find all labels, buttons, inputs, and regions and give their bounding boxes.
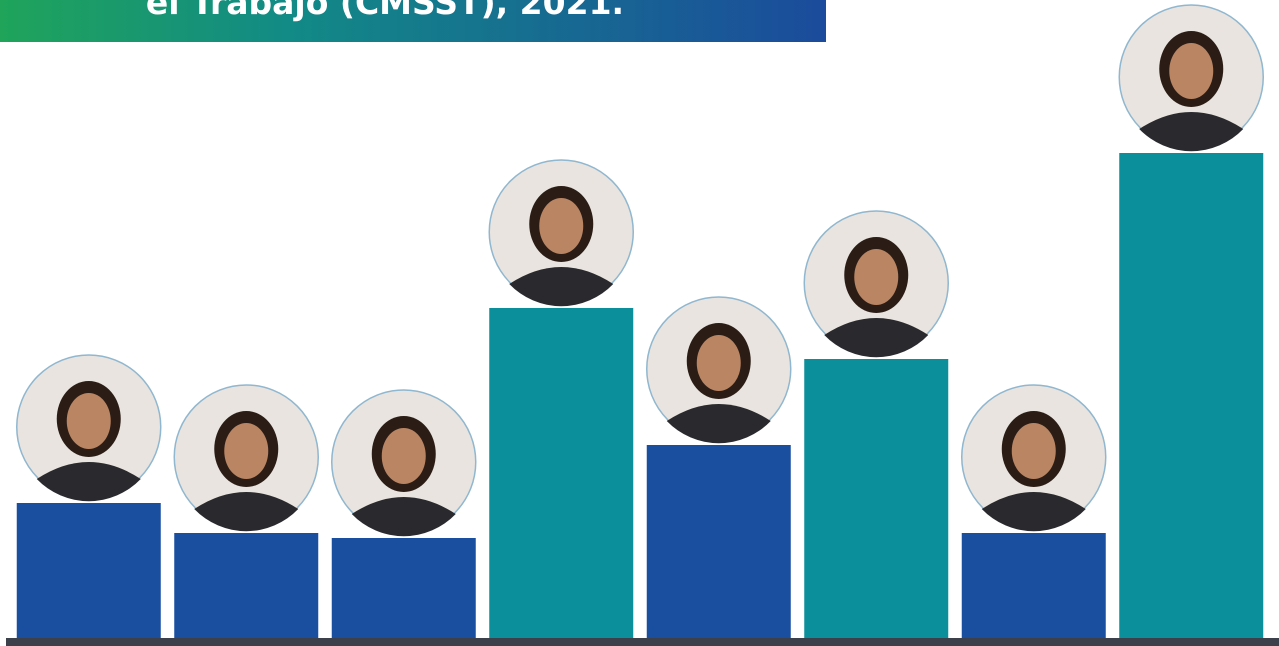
page: el Trabajo (CMSST), 2021. (() => { const… <box>0 0 1279 646</box>
photo <box>647 297 791 443</box>
bar <box>174 533 318 638</box>
bar <box>647 445 791 638</box>
bar <box>17 503 161 638</box>
photo <box>1119 5 1263 151</box>
bar <box>489 308 633 638</box>
photo-face <box>539 198 583 254</box>
photo <box>174 385 318 531</box>
bar <box>804 359 948 638</box>
chart: el Trabajo (CMSST), 2021. <box>0 0 1279 646</box>
bar <box>1119 153 1263 638</box>
bar <box>332 538 476 638</box>
photo <box>804 211 948 357</box>
photo <box>489 160 633 306</box>
photo-face <box>382 428 426 484</box>
photo <box>17 355 161 501</box>
bar <box>962 533 1106 638</box>
chart-title: el Trabajo (CMSST), 2021. <box>146 0 624 22</box>
photo-face <box>1169 43 1213 99</box>
photo-face <box>224 423 268 479</box>
photo-face <box>1012 423 1056 479</box>
photo-face <box>854 249 898 305</box>
photo <box>332 390 476 536</box>
baseline <box>6 638 1279 646</box>
photo-face <box>67 393 111 449</box>
photo-face <box>697 335 741 391</box>
photo <box>962 385 1106 531</box>
